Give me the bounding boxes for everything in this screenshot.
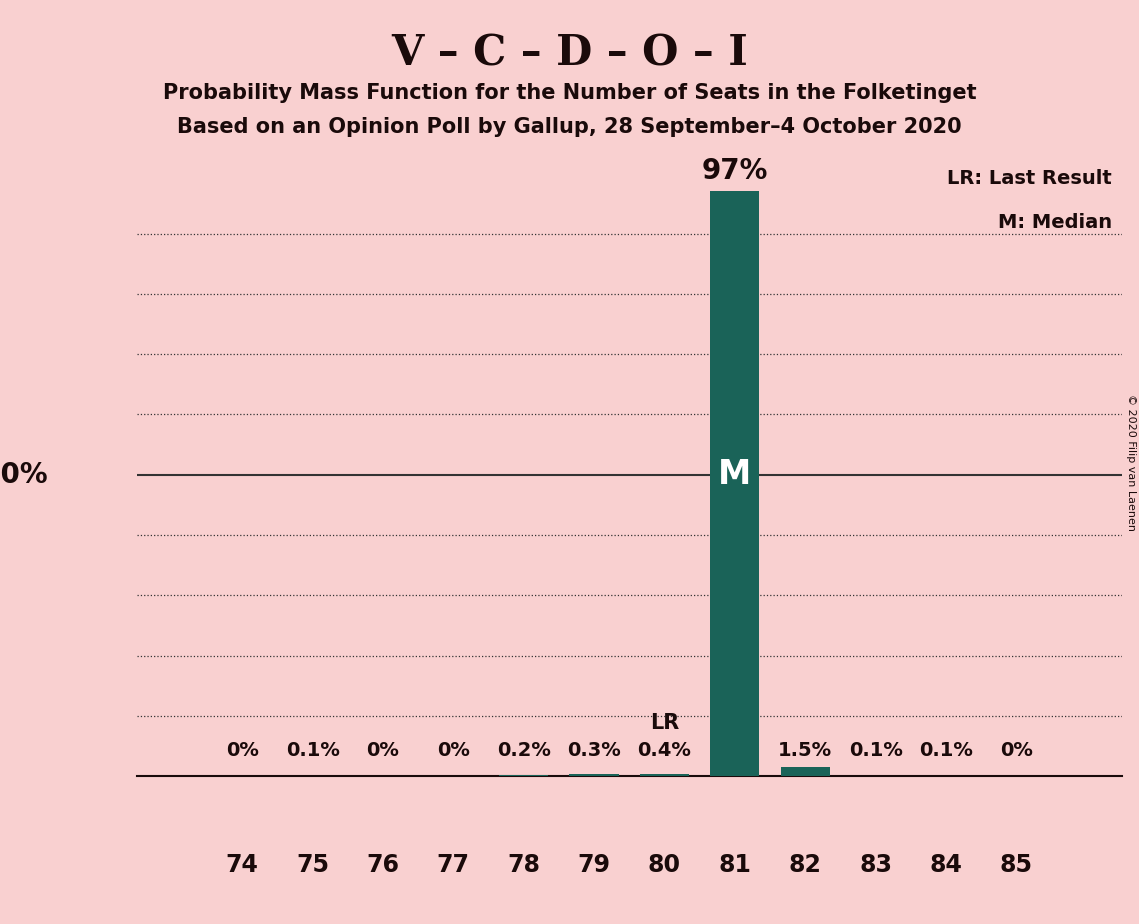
Text: M: M: [719, 458, 752, 492]
Text: Probability Mass Function for the Number of Seats in the Folketinget: Probability Mass Function for the Number…: [163, 83, 976, 103]
Text: 0%: 0%: [437, 741, 469, 760]
Text: 0.4%: 0.4%: [638, 741, 691, 760]
Text: 0.2%: 0.2%: [497, 741, 550, 760]
Text: 0%: 0%: [1000, 741, 1033, 760]
Text: 97%: 97%: [702, 157, 768, 186]
Text: LR: Last Result: LR: Last Result: [948, 168, 1112, 188]
Text: Based on an Opinion Poll by Gallup, 28 September–4 October 2020: Based on an Opinion Poll by Gallup, 28 S…: [178, 117, 961, 138]
Text: V – C – D – O – I: V – C – D – O – I: [391, 32, 748, 74]
Text: M: Median: M: Median: [998, 213, 1112, 232]
Bar: [499, 775, 548, 776]
Text: 1.5%: 1.5%: [778, 741, 833, 760]
Text: 50%: 50%: [0, 461, 48, 489]
Text: 0%: 0%: [367, 741, 400, 760]
Text: 0.1%: 0.1%: [849, 741, 902, 760]
Text: 0.1%: 0.1%: [919, 741, 973, 760]
Text: LR: LR: [650, 712, 679, 733]
Bar: [780, 767, 830, 776]
Bar: [570, 774, 618, 776]
Bar: [640, 773, 689, 776]
Text: 0%: 0%: [226, 741, 259, 760]
Text: © 2020 Filip van Laenen: © 2020 Filip van Laenen: [1126, 394, 1136, 530]
Text: 0.1%: 0.1%: [286, 741, 339, 760]
Text: 0.3%: 0.3%: [567, 741, 621, 760]
Bar: [711, 191, 760, 776]
